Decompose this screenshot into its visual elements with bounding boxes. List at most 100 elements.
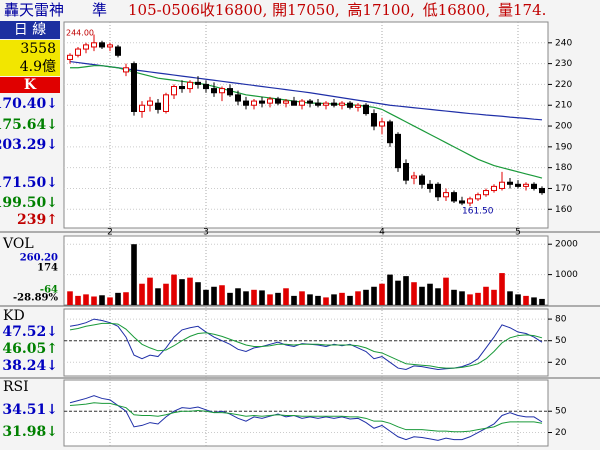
volume-bar <box>331 294 337 305</box>
candle-body <box>75 48 81 56</box>
candle-body <box>307 100 313 104</box>
candle-body <box>371 113 377 127</box>
volume-bar <box>499 273 505 305</box>
candle-body <box>499 181 505 189</box>
candle-body <box>459 200 465 204</box>
volume-bar <box>155 288 161 305</box>
candle-body <box>107 44 113 48</box>
readout: 239↑ <box>17 212 58 228</box>
y-tick-label: 230 <box>555 59 572 69</box>
candle-body <box>467 198 473 204</box>
volume-bar <box>339 292 345 305</box>
volume-bar <box>347 295 353 305</box>
count: 3558 <box>20 41 56 57</box>
candle-body <box>419 175 425 185</box>
panel <box>63 379 549 447</box>
candle-body <box>347 102 353 108</box>
y-tick-label: 190 <box>555 142 572 152</box>
moving-average <box>70 65 543 179</box>
panel-title: RSI <box>3 379 29 395</box>
quote: 105-0506收16800, <box>128 1 267 19</box>
candle-body <box>91 42 97 48</box>
volume-bar <box>139 283 145 305</box>
readout: 174 <box>37 263 58 274</box>
y-tick-label: 50 <box>555 336 567 346</box>
candle-body <box>203 83 209 90</box>
readout: 38.24↓ <box>2 358 58 374</box>
candle-body <box>227 88 233 96</box>
volume-bar <box>235 288 241 305</box>
volume-bar <box>307 294 313 305</box>
volume-bar <box>187 277 193 305</box>
annotation: 244.00 <box>66 29 94 38</box>
candle-body <box>123 67 129 73</box>
volume-bar <box>211 286 217 305</box>
quote: 高17100, <box>347 1 415 19</box>
candle-body <box>339 102 345 106</box>
candle-body <box>451 192 457 202</box>
candle-body <box>539 187 545 194</box>
candle-body <box>259 100 265 104</box>
y-tick-label: 220 <box>555 80 572 90</box>
quote: 開17050, <box>272 1 340 19</box>
volume-bar <box>315 295 321 305</box>
candle-body <box>483 190 489 196</box>
volume-bar <box>275 292 281 305</box>
candle-body <box>171 86 177 96</box>
volume-bar <box>371 286 377 305</box>
readout: 170.40↓ <box>0 96 58 112</box>
candle-body <box>363 104 369 115</box>
mode-box <box>0 77 60 93</box>
candle-body <box>523 183 529 187</box>
candle-body <box>411 175 417 179</box>
indicator-line <box>69 322 543 369</box>
volume-bar <box>363 289 369 305</box>
volume-bar <box>427 283 433 305</box>
volume-bar <box>491 289 497 305</box>
volume-bar <box>259 290 265 305</box>
candle-body <box>195 81 201 85</box>
candle-body <box>427 183 433 189</box>
candle-body <box>291 100 297 106</box>
candle-body <box>315 102 321 106</box>
candle-body <box>491 185 497 192</box>
candle-body <box>283 100 289 104</box>
readout: 34.51↓ <box>2 402 58 418</box>
readout: 260.20 <box>20 253 58 264</box>
candle-body <box>187 81 193 90</box>
volume-bar <box>171 274 177 305</box>
candle-body <box>155 102 161 110</box>
panel <box>63 21 549 229</box>
candle-body <box>435 183 441 198</box>
y-tick-label: 170 <box>555 184 572 194</box>
quote: 低16800, <box>423 1 491 19</box>
volume-bar <box>179 279 185 305</box>
stock-name: 轟天雷神 <box>4 1 64 19</box>
y-tick-label: 200 <box>555 122 572 132</box>
volume-bar <box>515 294 521 305</box>
header: 轟天雷神 準 105-0506收16800, 開17050, 高17100, 低… <box>4 1 546 19</box>
candle-body <box>403 162 409 181</box>
candle-body <box>99 42 105 48</box>
stock-tag: 準 <box>92 1 107 19</box>
candle-body <box>299 100 305 106</box>
quote: 量174. <box>498 1 546 19</box>
readout: -64 <box>40 285 58 296</box>
candle-body <box>275 98 281 104</box>
volume-bar <box>387 274 393 305</box>
period-box <box>0 21 60 39</box>
readout: 46.05↑ <box>2 341 58 357</box>
candle-body <box>515 183 521 187</box>
volume-bar <box>467 294 473 305</box>
volume-bar <box>283 288 289 305</box>
volume-bar <box>355 291 361 305</box>
candle-body <box>243 100 249 106</box>
candle-body <box>163 94 169 112</box>
candle-body <box>355 104 361 108</box>
candle-body <box>331 102 337 106</box>
readout: 31.98↓ <box>2 424 58 440</box>
candle-body <box>67 54 73 60</box>
y-tick-label: 1000 <box>555 270 578 280</box>
volume-bar <box>251 289 257 305</box>
